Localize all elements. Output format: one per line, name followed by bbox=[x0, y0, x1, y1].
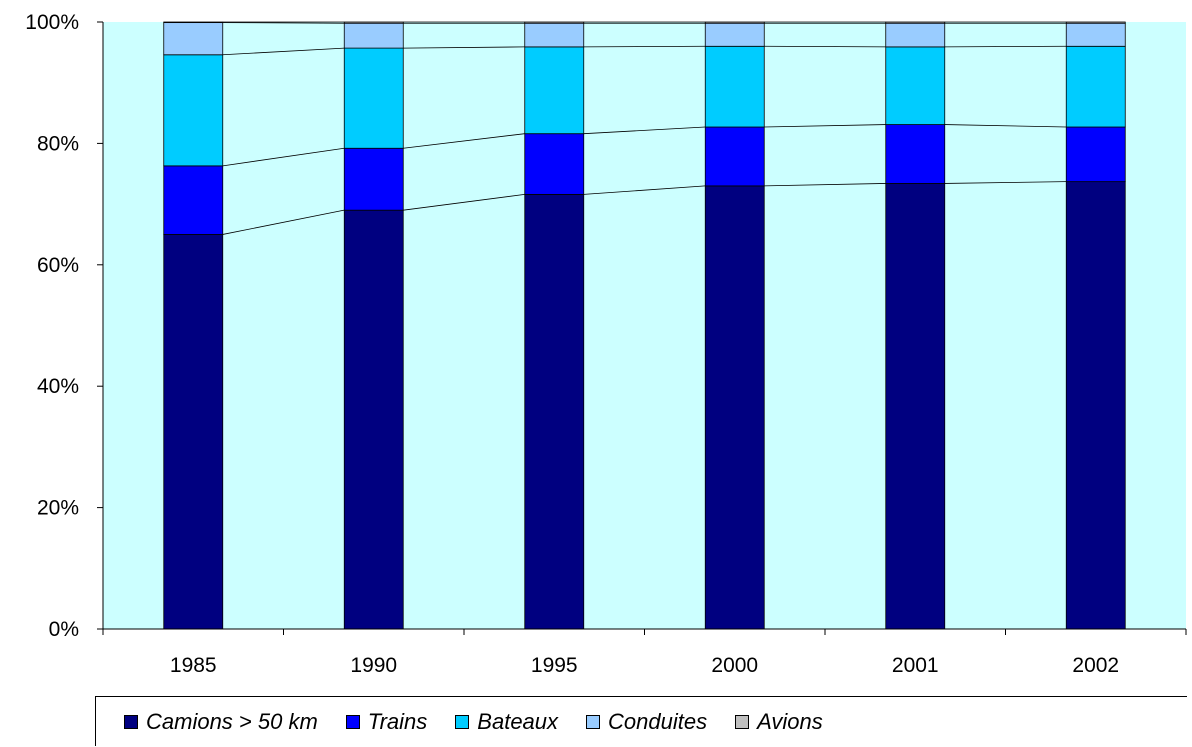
legend-item: Trains bbox=[345, 708, 428, 735]
bar-segment-1985-0 bbox=[163, 234, 224, 630]
y-tick-label: 80% bbox=[37, 132, 79, 155]
bar-segment-2000-3 bbox=[704, 22, 765, 47]
legend-label: Trains bbox=[367, 708, 428, 734]
series-line bbox=[764, 124, 886, 128]
legend-swatch bbox=[586, 714, 601, 729]
bar-segment-2002-4 bbox=[1065, 21, 1126, 24]
series-line bbox=[222, 22, 345, 24]
y-tick-label: 60% bbox=[37, 254, 79, 277]
series-line bbox=[944, 124, 1067, 128]
bar-segment-1985-4 bbox=[163, 21, 224, 24]
bar-segment-1985-2 bbox=[163, 54, 224, 167]
legend-item: Bateaux bbox=[455, 709, 558, 735]
x-tick-label: 1990 bbox=[350, 654, 397, 677]
legend-label: Camions > 50 km bbox=[146, 708, 318, 734]
legend-swatch bbox=[345, 714, 360, 729]
bar-segment-1995-2 bbox=[524, 46, 585, 135]
series-line bbox=[403, 46, 525, 49]
x-axis-tick-labels: 1985 1990 1995 2000 2001 2002 bbox=[170, 654, 1119, 677]
y-tick-label: 100% bbox=[25, 11, 79, 34]
legend: Camions > 50 km Trains Bateaux Conduites Avi… bbox=[95, 696, 1187, 746]
series-line bbox=[944, 181, 1067, 184]
legend-item: Avions bbox=[735, 709, 823, 735]
x-tick-label: 2000 bbox=[711, 654, 758, 677]
bar-segment-1990-2 bbox=[343, 47, 404, 149]
legend-swatch bbox=[735, 714, 750, 729]
x-tick-label: 2002 bbox=[1072, 654, 1119, 677]
bar-segment-1990-4 bbox=[343, 21, 404, 24]
series-line bbox=[944, 45, 1067, 48]
series-line bbox=[222, 147, 345, 167]
series-line bbox=[764, 45, 886, 48]
legend-swatch bbox=[455, 714, 470, 729]
legend-item: Conduites bbox=[586, 709, 707, 735]
stacked-bar-chart: 0% 20% 40% 60% 80% 100% 1985 1990 1995 2000 2001 2… bbox=[25, 11, 1187, 677]
bar-segment-2000-4 bbox=[704, 21, 765, 24]
legend-label: Avions bbox=[757, 708, 823, 734]
bar-segment-2001-0 bbox=[885, 183, 946, 630]
legend-swatch bbox=[124, 714, 138, 729]
series-line bbox=[764, 183, 886, 187]
bar-segment-2000-1 bbox=[704, 126, 765, 187]
legend-label: Bateaux bbox=[477, 708, 559, 734]
bar-segment-2002-0 bbox=[1065, 181, 1126, 630]
series-line bbox=[403, 193, 525, 211]
bar-segment-1985-3 bbox=[163, 22, 224, 56]
y-tick-label: 40% bbox=[37, 375, 79, 398]
series-lines bbox=[222, 21, 1067, 235]
y-tick-label: 20% bbox=[37, 497, 79, 520]
axes bbox=[97, 21, 1187, 635]
bar-segment-2002-3 bbox=[1065, 22, 1126, 47]
bar-segment-1990-0 bbox=[343, 209, 404, 630]
x-tick-label: 1985 bbox=[170, 654, 217, 677]
series-line bbox=[403, 133, 525, 149]
bar-segment-1985-1 bbox=[163, 165, 224, 235]
bar-segment-2002-2 bbox=[1065, 45, 1126, 128]
bar-segment-2000-2 bbox=[704, 45, 765, 128]
x-tick-label: 1995 bbox=[531, 654, 578, 677]
legend-item: Camions > 50 km bbox=[124, 709, 318, 735]
bar-segment-2001-1 bbox=[885, 124, 946, 184]
bar-segment-1995-0 bbox=[524, 193, 585, 630]
y-axis-tick-labels: 0% 20% 40% 60% 80% 100% bbox=[25, 11, 79, 641]
series-line bbox=[583, 185, 706, 195]
series-line bbox=[222, 209, 345, 235]
bar-segment-2000-0 bbox=[704, 185, 765, 630]
bar-segment-1995-1 bbox=[524, 133, 585, 195]
plot-area bbox=[103, 22, 1186, 629]
bar-segment-1995-3 bbox=[524, 22, 585, 48]
bar-segment-2001-2 bbox=[885, 46, 946, 125]
bar-segment-2001-4 bbox=[885, 21, 946, 24]
legend-label: Conduites bbox=[608, 708, 708, 734]
bar-segment-1990-3 bbox=[343, 22, 404, 49]
bars bbox=[163, 21, 1126, 630]
bar-segment-1990-1 bbox=[343, 147, 404, 211]
y-tick-label: 0% bbox=[49, 618, 79, 641]
series-line bbox=[583, 45, 706, 48]
series-line bbox=[222, 47, 345, 56]
x-tick-label: 2001 bbox=[892, 654, 939, 677]
bar-segment-2002-1 bbox=[1065, 126, 1126, 183]
series-line bbox=[583, 126, 706, 135]
bar-segment-1995-4 bbox=[524, 21, 585, 24]
bar-segment-2001-3 bbox=[885, 22, 946, 48]
